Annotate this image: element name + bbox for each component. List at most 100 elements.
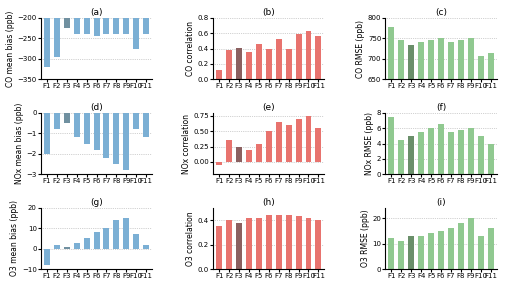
Y-axis label: O3 mean bias (ppb): O3 mean bias (ppb) [10, 200, 19, 277]
Y-axis label: NOx mean bias (ppb): NOx mean bias (ppb) [15, 103, 24, 184]
Bar [306, 31, 311, 79]
Bar [398, 140, 404, 174]
Title: (a): (a) [90, 8, 103, 17]
Bar [143, 113, 149, 138]
Bar [478, 136, 484, 174]
Bar [226, 50, 232, 79]
Bar [448, 228, 454, 269]
Bar [389, 27, 394, 299]
Bar [398, 40, 404, 299]
Bar [133, 234, 139, 249]
Bar [315, 220, 322, 269]
Bar [295, 119, 302, 162]
Bar [103, 113, 110, 158]
Title: (f): (f) [436, 103, 446, 112]
Bar [286, 49, 292, 79]
Y-axis label: CO correlation: CO correlation [186, 21, 195, 76]
Bar [295, 216, 302, 269]
Bar [438, 124, 444, 174]
Title: (e): (e) [263, 103, 275, 112]
Bar [488, 53, 494, 299]
Bar [418, 236, 424, 269]
Bar [64, 113, 70, 123]
Bar [143, 245, 149, 249]
Bar [54, 113, 60, 129]
Bar [44, 113, 50, 154]
Bar [276, 122, 282, 162]
Bar [123, 0, 129, 34]
Bar [389, 239, 394, 269]
Title: (h): (h) [263, 198, 275, 207]
Bar [133, 113, 139, 129]
Bar [418, 42, 424, 299]
Bar [236, 147, 242, 162]
Bar [256, 44, 262, 79]
Bar [458, 40, 464, 299]
Title: (i): (i) [436, 198, 446, 207]
Bar [315, 36, 322, 79]
Bar [74, 242, 80, 249]
Bar [83, 0, 90, 34]
Bar [94, 113, 99, 150]
Bar [64, 247, 70, 249]
Bar [488, 228, 494, 269]
Bar [488, 144, 494, 174]
Bar [398, 241, 404, 269]
Bar [266, 131, 272, 162]
Bar [123, 218, 129, 249]
Bar [409, 236, 414, 269]
Title: (c): (c) [435, 8, 447, 17]
Bar [103, 228, 110, 249]
Bar [295, 34, 302, 79]
Bar [428, 39, 434, 299]
Bar [226, 141, 232, 162]
Bar [276, 215, 282, 269]
Bar [216, 162, 222, 165]
Bar [54, 0, 60, 57]
Bar [83, 239, 90, 249]
Bar [103, 0, 110, 34]
Bar [478, 56, 484, 299]
Bar [113, 113, 119, 164]
Bar [133, 0, 139, 48]
Bar [216, 70, 222, 79]
Y-axis label: CO mean bias (ppb): CO mean bias (ppb) [6, 10, 15, 87]
Bar [143, 0, 149, 34]
Bar [54, 245, 60, 249]
Bar [286, 215, 292, 269]
Bar [83, 113, 90, 144]
Bar [478, 236, 484, 269]
Bar [266, 215, 272, 269]
Bar [458, 223, 464, 269]
Title: (b): (b) [263, 8, 275, 17]
Bar [216, 226, 222, 269]
Bar [468, 218, 474, 269]
Bar [418, 132, 424, 174]
Bar [458, 130, 464, 174]
Bar [306, 116, 311, 162]
Bar [409, 136, 414, 174]
Bar [389, 117, 394, 174]
Title: (g): (g) [90, 198, 103, 207]
Bar [448, 132, 454, 174]
Bar [428, 128, 434, 174]
Bar [94, 0, 99, 36]
Bar [256, 218, 262, 269]
Bar [468, 38, 474, 299]
Title: (d): (d) [90, 103, 103, 112]
Bar [256, 144, 262, 162]
Bar [236, 48, 242, 79]
Bar [123, 113, 129, 170]
Bar [315, 128, 322, 162]
Bar [246, 150, 252, 162]
Bar [266, 48, 272, 79]
Bar [438, 231, 444, 269]
Bar [246, 218, 252, 269]
Y-axis label: O3 RMSE (ppb): O3 RMSE (ppb) [360, 210, 370, 267]
Bar [428, 233, 434, 269]
Y-axis label: O3 correlation: O3 correlation [186, 211, 195, 266]
Bar [74, 0, 80, 34]
Y-axis label: NOx RMSE (ppb): NOx RMSE (ppb) [365, 112, 374, 175]
Bar [448, 42, 454, 299]
Bar [236, 222, 242, 269]
